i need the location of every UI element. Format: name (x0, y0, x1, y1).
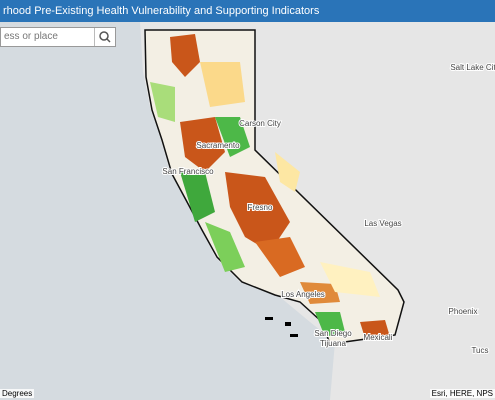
place-label: Tucs (471, 346, 488, 355)
place-label: Tijuana (320, 339, 346, 348)
islands (265, 317, 298, 337)
search-box[interactable]: ess or place (0, 27, 116, 47)
place-label: San Diego (314, 329, 352, 338)
search-button[interactable] (94, 28, 115, 46)
vulnerability-areas (150, 34, 390, 338)
place-label: Fresno (248, 203, 273, 212)
map: Salt Lake City Carson City Sacramento San F… (140, 22, 495, 400)
attribution: Esri, HERE, NPS (429, 389, 495, 398)
header-title: rhood Pre-Existing Health Vulnerability … (0, 0, 495, 22)
place-label: San Francisco (162, 167, 214, 176)
place-label: Phoenix (449, 307, 478, 316)
place-label: Las Vegas (364, 219, 401, 228)
place-label: Sacramento (196, 141, 240, 150)
scale-label: Degrees (0, 389, 35, 398)
place-label: Mexicali (364, 333, 393, 342)
place-label: Salt Lake City (450, 63, 495, 72)
search-placeholder: ess or place (4, 31, 58, 42)
place-label: Carson City (239, 119, 281, 128)
california (144, 29, 405, 345)
place-label: Los Angeles (281, 290, 325, 299)
